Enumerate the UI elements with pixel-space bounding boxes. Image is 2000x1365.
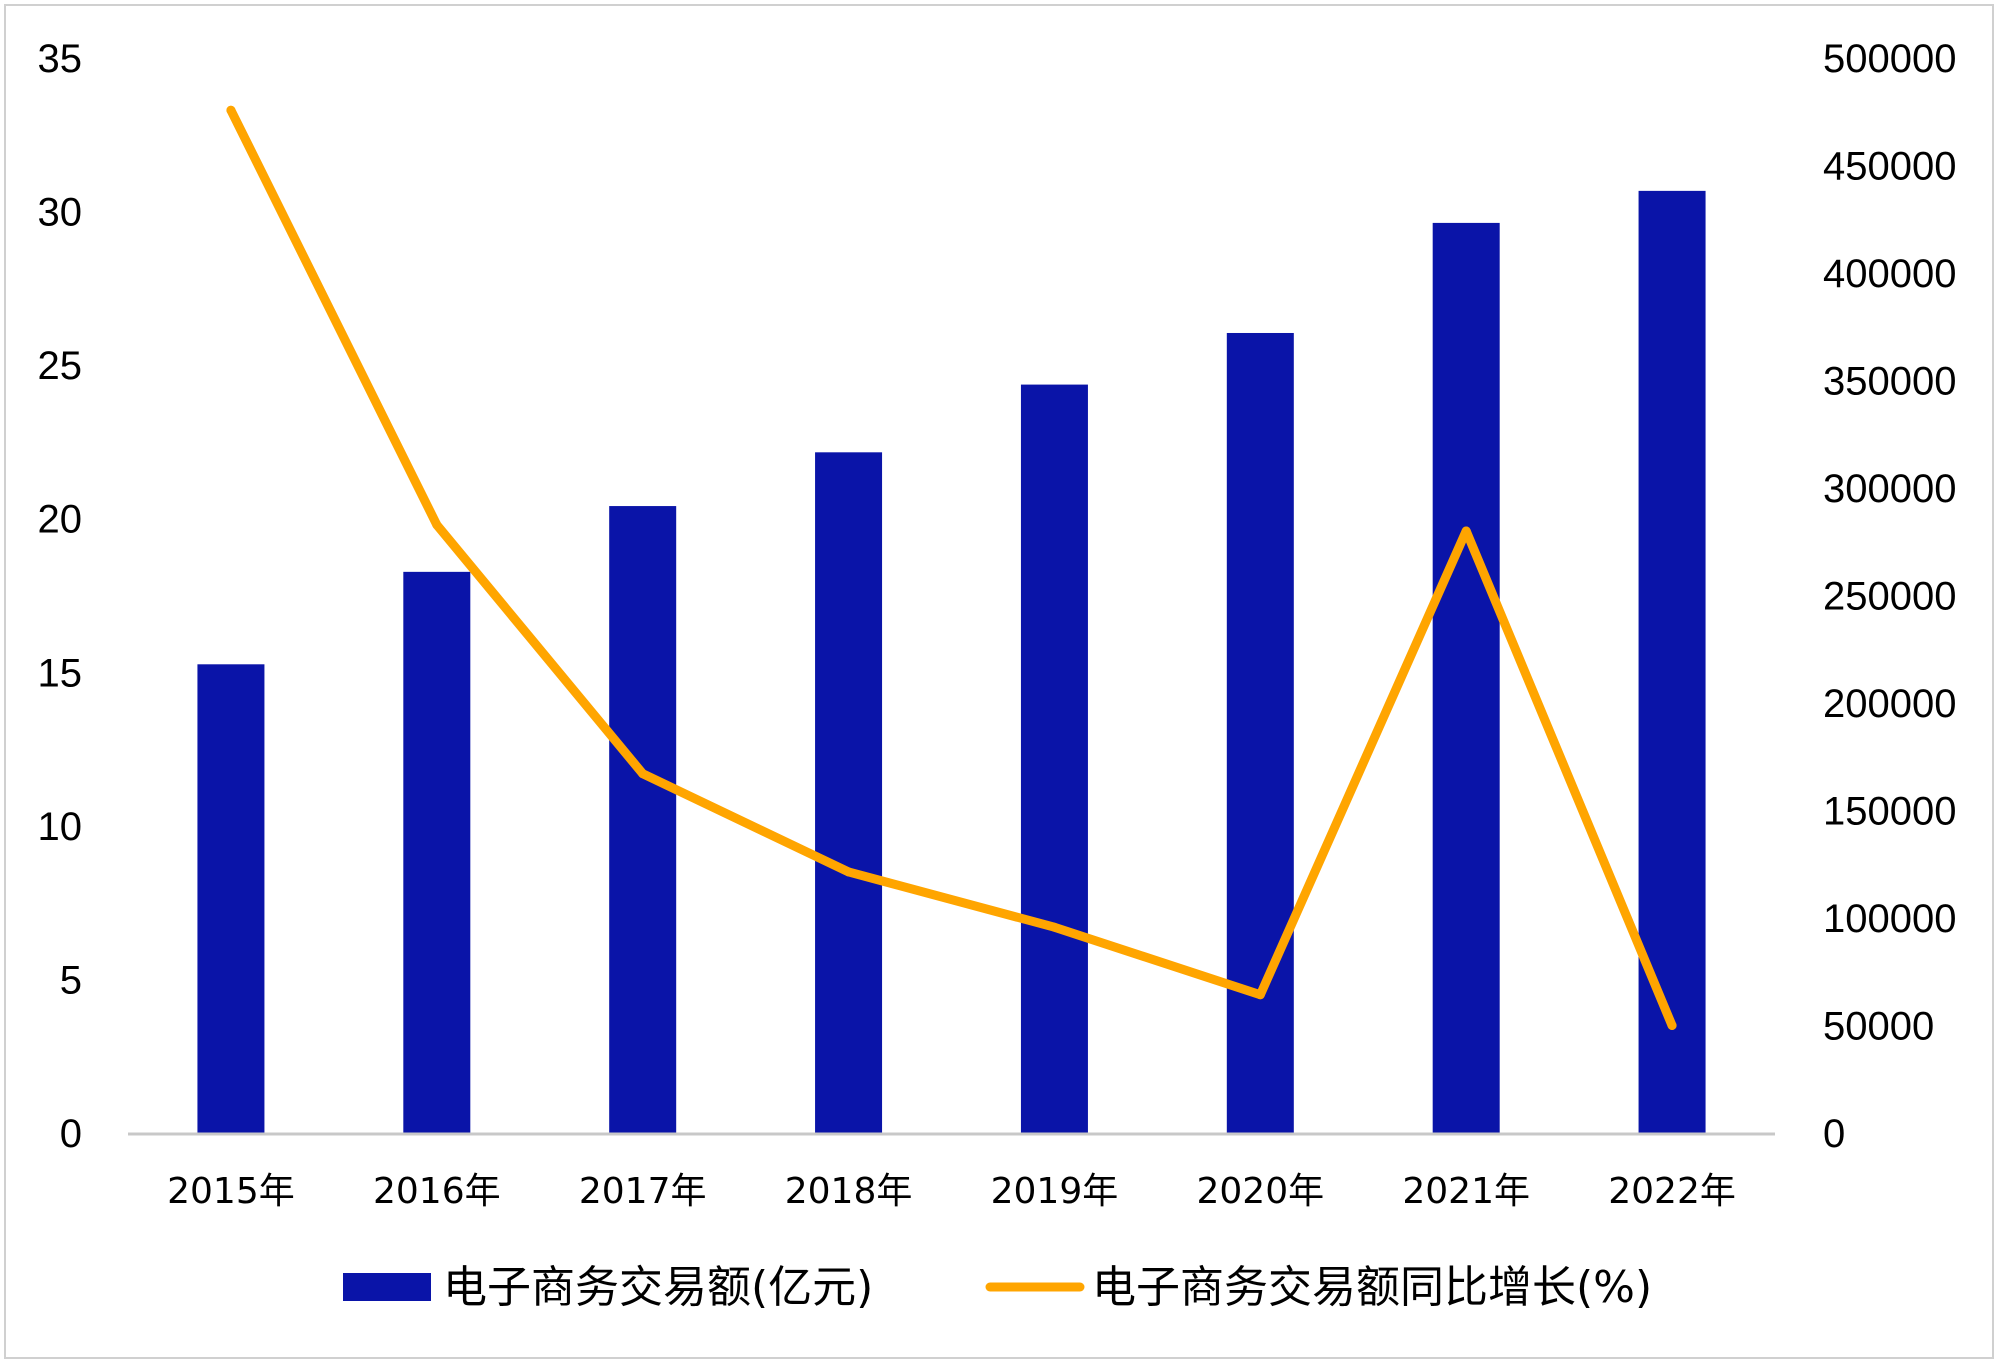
bar-2 — [609, 506, 677, 1133]
right-tick-label: 500000 — [1823, 37, 1956, 81]
bar-1 — [403, 571, 471, 1133]
left-tick-label: 5 — [60, 958, 82, 1002]
legend-label-line: 电子商务交易额同比增长(%) — [1092, 1262, 1652, 1313]
left-tick-label: 10 — [38, 805, 83, 849]
growth-point-6 — [1461, 526, 1471, 536]
bars-layer — [197, 190, 1706, 1134]
growth-line — [226, 105, 1677, 1030]
left-tick-label: 20 — [38, 498, 83, 542]
x-tick-label: 2015年 — [167, 1171, 295, 1212]
right-tick-label: 450000 — [1823, 145, 1956, 189]
x-tick-label: 2019年 — [991, 1171, 1119, 1212]
bar-7 — [1638, 190, 1706, 1133]
x-tick-label: 2017年 — [579, 1171, 707, 1212]
x-tick-label: 2021年 — [1402, 1171, 1530, 1212]
x-tick-label: 2022年 — [1608, 1171, 1736, 1212]
bar-4 — [1020, 384, 1088, 1134]
bar-5 — [1226, 332, 1294, 1133]
right-tick-label: 100000 — [1823, 897, 1956, 941]
x-tick-label: 2016年 — [373, 1171, 501, 1212]
left-tick-label: 0 — [60, 1112, 82, 1156]
right-tick-label: 300000 — [1823, 467, 1956, 511]
bar-0 — [197, 664, 265, 1133]
legend: 电子商务交易额(亿元) 电子商务交易额同比增长(%) — [343, 1262, 1652, 1313]
bar-3 — [815, 452, 883, 1133]
growth-point-7 — [1667, 1021, 1677, 1030]
growth-point-1 — [432, 520, 442, 530]
right-tick-label: 400000 — [1823, 252, 1956, 296]
x-tick-label: 2020年 — [1197, 1171, 1325, 1212]
right-tick-label: 250000 — [1823, 575, 1956, 619]
x-tick-label: 2018年 — [785, 1171, 913, 1212]
left-y-axis: 0 5 10 15 20 25 30 35 — [38, 37, 83, 1156]
legend-swatch-bar — [343, 1273, 431, 1301]
growth-point-5 — [1255, 990, 1265, 1000]
right-tick-label: 150000 — [1823, 790, 1956, 834]
left-tick-label: 35 — [38, 37, 83, 81]
bar-6 — [1432, 222, 1500, 1133]
right-tick-label: 50000 — [1823, 1005, 1934, 1049]
right-tick-label: 0 — [1823, 1112, 1845, 1156]
left-tick-label: 30 — [38, 191, 83, 235]
right-tick-label: 200000 — [1823, 682, 1956, 726]
left-tick-label: 25 — [38, 344, 83, 388]
left-tick-label: 15 — [38, 651, 83, 695]
growth-point-2 — [638, 769, 648, 779]
right-tick-label: 350000 — [1823, 360, 1956, 404]
growth-point-4 — [1049, 922, 1059, 932]
growth-point-3 — [844, 867, 854, 877]
line-layer — [226, 105, 1677, 1030]
legend-label-bar: 电子商务交易额(亿元) — [443, 1262, 873, 1313]
growth-point-0 — [226, 105, 236, 115]
x-axis: 2015年 2016年 2017年 2018年 2019年 2020年 2021年 2022年 — [167, 1171, 1736, 1212]
right-y-axis: 0 50000 100000 150000 200000 250000 300000 3500… — [1823, 37, 1956, 1156]
